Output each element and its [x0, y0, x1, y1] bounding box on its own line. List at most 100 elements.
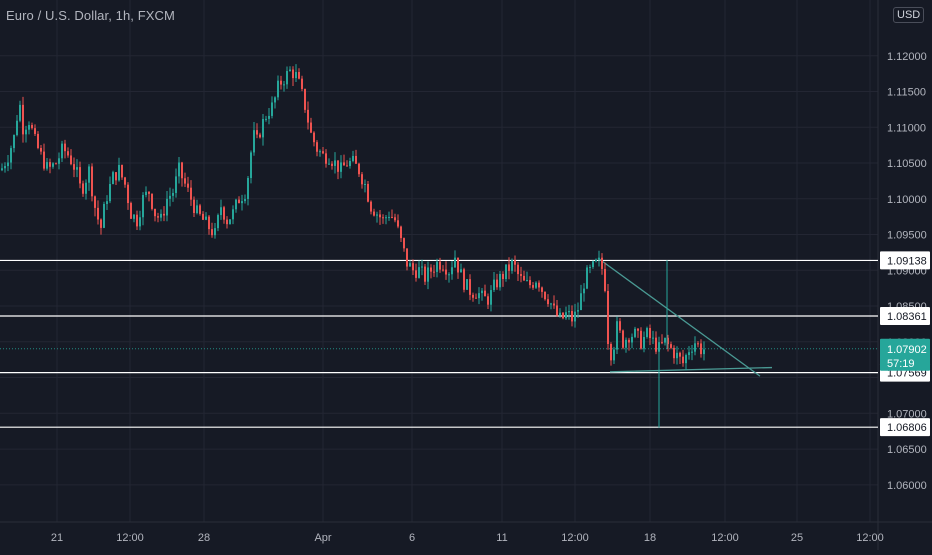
horizontal-levels[interactable]	[0, 259, 878, 428]
candle-body	[235, 199, 237, 210]
currency-button[interactable]: USD	[893, 7, 925, 23]
candle-body	[682, 356, 684, 364]
candle-body	[478, 293, 480, 299]
candle-body	[166, 198, 168, 216]
candle-body	[532, 285, 534, 288]
candle-body	[46, 162, 48, 169]
candle-body	[52, 163, 54, 167]
candle-body	[430, 267, 432, 272]
candle-body	[661, 342, 663, 344]
candle-body	[109, 184, 111, 202]
candle-body	[649, 328, 651, 339]
candle-body	[193, 199, 195, 213]
candle-body	[535, 282, 537, 288]
level-badge-label: 1.08361	[887, 311, 927, 323]
x-tick-label: 12:00	[116, 532, 144, 544]
candle-body	[619, 321, 621, 331]
candle-body	[301, 78, 303, 89]
trend-lines[interactable]	[597, 257, 773, 377]
x-tick-label: 6	[409, 532, 415, 544]
candle-body	[553, 303, 555, 306]
candle-body	[43, 151, 45, 169]
candle-body	[559, 312, 561, 316]
candle-body	[385, 217, 387, 219]
candle-body	[133, 214, 135, 219]
candles	[1, 64, 705, 428]
candle-body	[103, 203, 105, 228]
candle-body	[433, 271, 435, 273]
candle-body	[76, 167, 78, 170]
candle-body	[412, 263, 414, 271]
candle-body	[250, 152, 252, 178]
candle-body	[28, 125, 30, 130]
candle-body	[547, 299, 549, 305]
candle-body	[673, 347, 675, 359]
candle-body	[664, 337, 666, 343]
candle-body	[238, 199, 240, 204]
candle-body	[508, 264, 510, 271]
level-badge-label: 1.09138	[887, 255, 927, 267]
candle-body	[481, 290, 483, 294]
candle-body	[127, 184, 129, 204]
candle-body	[640, 330, 642, 349]
candle-body	[517, 264, 519, 275]
candle-body	[196, 205, 198, 213]
candle-body	[4, 166, 6, 169]
candle-body	[310, 122, 312, 133]
candle-body	[178, 162, 180, 177]
candle-body	[67, 151, 69, 156]
candle-body	[409, 263, 411, 267]
candle-body	[694, 343, 696, 352]
candle-body	[607, 290, 609, 344]
candle-body	[484, 290, 486, 297]
candle-body	[370, 201, 372, 212]
candle-body	[16, 120, 18, 136]
candle-body	[556, 305, 558, 316]
candle-body	[625, 339, 627, 348]
candle-body	[505, 264, 507, 280]
x-tick-label: 25	[791, 532, 803, 544]
candle-body	[154, 208, 156, 217]
candle-body	[679, 352, 681, 357]
candle-body	[244, 199, 246, 202]
candle-body	[55, 163, 57, 165]
candle-body	[82, 183, 84, 194]
candle-body	[400, 226, 402, 239]
candle-body	[265, 118, 267, 120]
candle-body	[199, 205, 201, 214]
candle-body	[49, 162, 51, 167]
candle-body	[451, 267, 453, 275]
candle-body	[427, 267, 429, 282]
candle-body	[19, 104, 21, 121]
candle-body	[445, 269, 447, 275]
candle-body	[598, 257, 600, 260]
y-tick-label: 1.11500	[887, 87, 926, 99]
candle-body	[328, 163, 330, 165]
candle-body	[379, 214, 381, 218]
candle-body	[589, 266, 591, 268]
candle-body	[565, 312, 567, 319]
candle-body	[73, 164, 75, 170]
candle-body	[247, 177, 249, 200]
candle-body	[637, 328, 639, 331]
candle-body	[355, 155, 357, 164]
candle-body	[115, 172, 117, 181]
candle-body	[262, 118, 264, 138]
candle-body	[91, 166, 93, 197]
candle-body	[418, 267, 420, 278]
candle-body	[307, 109, 309, 123]
candle-body	[280, 80, 282, 85]
candle-body	[145, 191, 147, 196]
candle-body	[403, 238, 405, 249]
candle-body	[634, 328, 636, 337]
candle-body	[58, 158, 60, 164]
candle-body	[643, 336, 645, 349]
candle-body	[10, 148, 12, 163]
time-axis[interactable]: 21 12:00 28 Apr 6 11 12:00 18 12:00 25 12:00	[51, 532, 884, 544]
candle-body	[703, 349, 705, 355]
candle-body	[352, 155, 354, 161]
